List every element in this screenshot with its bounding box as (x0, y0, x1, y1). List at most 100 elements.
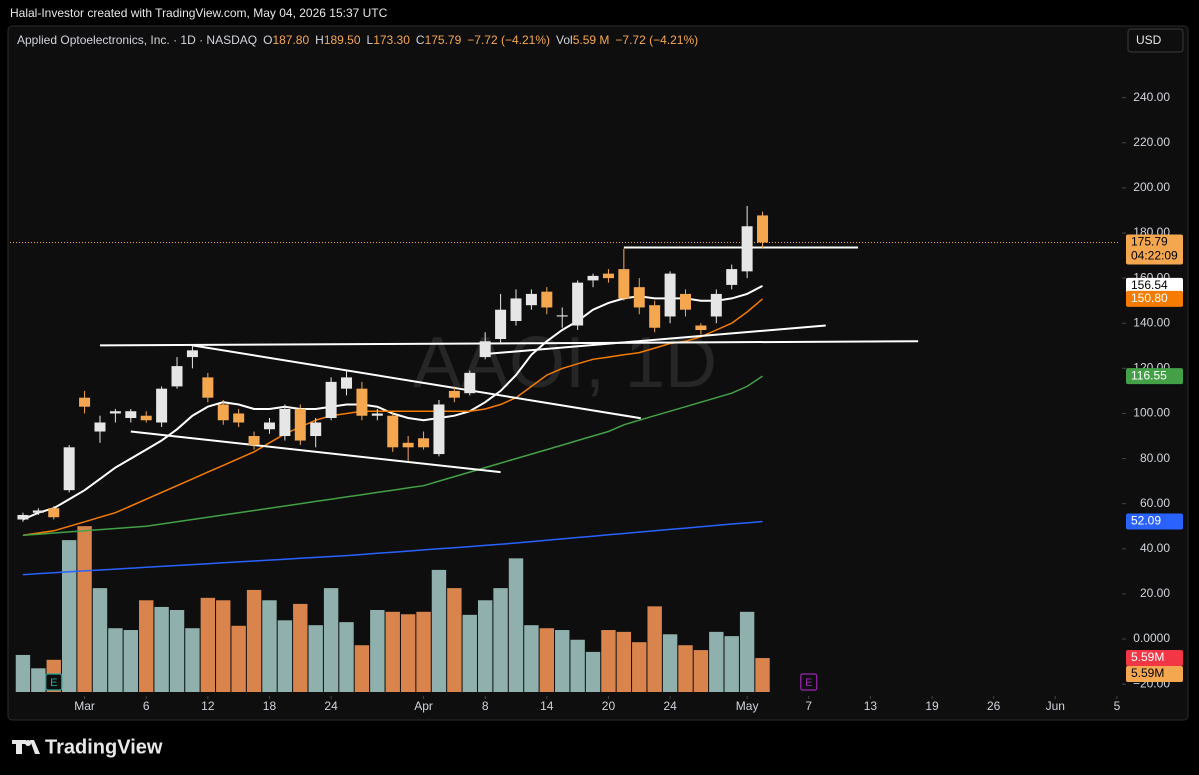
volume-bar (447, 588, 462, 692)
y-tick-label: 20.00 (1140, 586, 1170, 600)
ma-label: 52.09 (1131, 514, 1161, 528)
candle-body (32, 510, 44, 513)
vol: 5.59 M (572, 33, 610, 47)
candle-body (125, 411, 137, 418)
x-tick-label: Mar (74, 699, 95, 713)
volume-bar (108, 628, 123, 692)
candle-body (325, 381, 337, 418)
volume-bar (185, 628, 200, 692)
trend-line (192, 344, 641, 420)
trend-line (99, 340, 919, 347)
candle-body (541, 291, 553, 308)
candle-body (433, 404, 445, 455)
x-tick-label: 26 (987, 699, 1001, 713)
last-price-box (1126, 234, 1183, 265)
candle-body (448, 390, 460, 398)
candle-body (726, 269, 738, 285)
x-tick-label: 24 (663, 699, 677, 713)
volume-bar (308, 625, 323, 692)
x-tick-label: 19 (925, 699, 939, 713)
ma-label: 150.80 (1131, 291, 1168, 305)
logo-text: TradingView (45, 736, 163, 758)
x-tick-label: Jun (1046, 699, 1065, 713)
candle-body (510, 298, 522, 321)
currency-box[interactable] (1127, 28, 1184, 53)
volume-bar (693, 650, 709, 692)
open-label: O (263, 33, 273, 47)
candle-body (710, 293, 722, 317)
candle-body (649, 305, 661, 328)
volume-bar (262, 600, 277, 692)
low-label: L (366, 33, 374, 47)
candle-body (356, 388, 368, 416)
x-tick-label: 13 (864, 699, 878, 713)
ma-label: 116.55 (1131, 368, 1167, 382)
candle-body (587, 275, 599, 281)
candle-body (310, 422, 322, 437)
volume-bar (246, 589, 262, 692)
event-label: E (50, 677, 57, 689)
volume-bar (662, 634, 678, 692)
candle-body (572, 282, 584, 326)
ma-line (22, 375, 763, 537)
close: 175.79 (424, 33, 462, 47)
x-tick-label: 20 (602, 699, 616, 713)
volume-bar (61, 540, 77, 692)
volume-label: 5.59M (1131, 666, 1164, 680)
volume-bar (724, 636, 739, 692)
countdown: 04:22:09 (1131, 249, 1178, 263)
change: −7.72 (−4.21%) (467, 33, 551, 47)
volume-bar (709, 631, 724, 692)
volume-bar (555, 630, 570, 692)
candle-body (679, 293, 691, 310)
volume-bar (323, 588, 339, 692)
close-label: C (415, 33, 425, 47)
x-tick-label: 8 (482, 699, 489, 713)
volume-bar (416, 611, 431, 692)
y-tick-label: 140.00 (1133, 315, 1170, 329)
volume-bar (647, 606, 662, 692)
volume-bar (508, 558, 524, 692)
candle-body (495, 309, 507, 340)
x-tick-label: 14 (540, 699, 554, 713)
x-tick-label: Apr (414, 699, 433, 713)
y-tick-label: 220.00 (1133, 135, 1170, 149)
volume-bar (139, 600, 154, 692)
volume-bar (739, 611, 755, 692)
candle-body (263, 422, 275, 430)
volume-bar (616, 631, 632, 692)
candle-body (479, 341, 491, 358)
ma-label: 156.54 (1131, 278, 1168, 292)
event-label: E (805, 677, 812, 689)
candle-body (602, 273, 614, 279)
volume-bar (31, 668, 46, 692)
x-tick-label: 24 (324, 699, 338, 713)
logo: TradingView (12, 736, 163, 758)
candle-body (186, 350, 198, 358)
candle-body (109, 411, 121, 414)
volume-bar (400, 614, 416, 692)
symbol: Applied Optoelectronics, Inc. · 1D · NAS… (17, 33, 258, 47)
candle-body (402, 442, 414, 448)
open: 187.80 (272, 33, 310, 47)
y-tick-label: 240.00 (1133, 90, 1170, 104)
header: Halal-Investor created with TradingView.… (10, 6, 388, 20)
high-label: H (315, 33, 324, 47)
volume-bar (154, 606, 169, 692)
y-tick-label: 200.00 (1133, 180, 1170, 194)
vol-label: Vol (556, 33, 573, 47)
candle-body (294, 408, 306, 441)
candle-body (48, 508, 60, 518)
candle-body (757, 215, 769, 243)
candle-body (63, 447, 75, 491)
volume-bar (216, 600, 231, 692)
trend-line (130, 430, 501, 474)
ma-line (22, 298, 763, 537)
candle-body (525, 293, 537, 306)
x-tick-label: 5 (1114, 699, 1121, 713)
candle-body (341, 377, 353, 389)
event-box (45, 673, 63, 691)
volume-bar (462, 614, 477, 692)
candle-body (202, 377, 214, 398)
